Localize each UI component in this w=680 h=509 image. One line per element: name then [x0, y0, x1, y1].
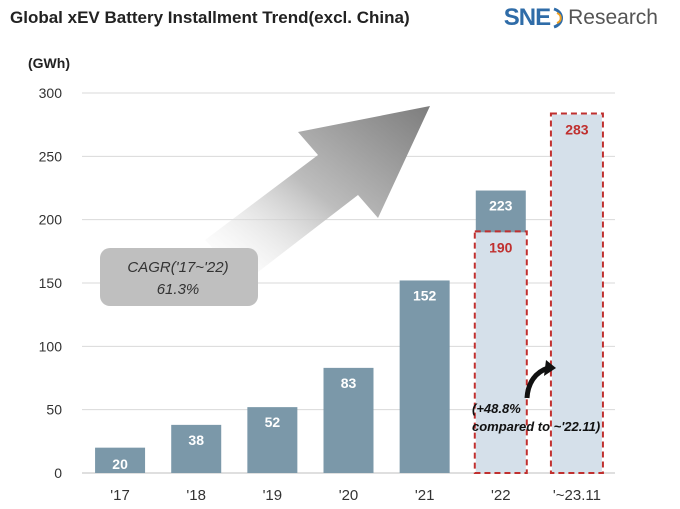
y-tick-label: 150: [39, 275, 63, 291]
bar: [247, 407, 298, 473]
sne-research-logo: SNE Research: [504, 4, 658, 32]
cagr-line-2: 61.3%: [157, 281, 200, 298]
y-tick-label: 300: [39, 85, 63, 101]
cagr-callout: CAGR('17~'22) 61.3%: [100, 248, 258, 306]
growth-note-line-2: compared to ~'22.11): [472, 419, 600, 434]
logo-suffix: Research: [568, 6, 658, 29]
bar-group: 38: [171, 424, 222, 473]
cagr-line-1: CAGR('17~'22): [127, 259, 228, 276]
logo-swirl-icon: [553, 7, 564, 29]
bar-group: 283: [549, 112, 604, 475]
highlight-value-label: 190: [489, 239, 513, 255]
bar-group: 152: [399, 280, 450, 473]
bars: 20 38 52 83 152 223 190 283: [95, 112, 604, 475]
bar-group: 83: [323, 367, 374, 473]
y-tick-label: 0: [54, 465, 62, 481]
bar: [95, 447, 146, 473]
bar-value-label: 20: [112, 456, 128, 472]
bar: [551, 114, 602, 474]
bar-group: 20: [95, 447, 146, 473]
x-tick-label: '17: [110, 487, 130, 504]
bar-value-label: 38: [188, 432, 204, 448]
highlight-value-label: 283: [565, 122, 589, 138]
x-tick-labels: '17 '18 '19 '20 '21 '22 '~23.11: [110, 487, 601, 504]
y-tick-label: 200: [39, 212, 63, 228]
bar-group: 223 190: [473, 190, 528, 474]
y-tick-label: 100: [39, 338, 63, 354]
bar: [475, 190, 526, 233]
x-tick-label: '~23.11: [553, 487, 601, 504]
highlight-box: [473, 230, 528, 474]
y-axis-label: (GWh): [28, 55, 70, 71]
trend-arrow-icon: [205, 106, 430, 282]
bar-value-label: 223: [489, 198, 513, 214]
curved-arrow-head-icon: [544, 360, 556, 376]
x-tick-label: '21: [415, 487, 435, 504]
bar-highlight-part: [475, 232, 526, 473]
x-tick-label: '19: [263, 487, 283, 504]
x-tick-label: '20: [339, 487, 359, 504]
bar: [323, 367, 374, 473]
bar-value-label: 83: [341, 375, 357, 391]
x-tick-label: '22: [491, 487, 511, 504]
bar-value-label: 152: [413, 287, 437, 303]
chart-title: Global xEV Battery Installment Trend(exc…: [10, 8, 410, 27]
y-tick-label: 50: [46, 402, 62, 418]
x-tick-label: '18: [186, 487, 206, 504]
y-tick-labels: 0 50 100 150 200 250 300: [39, 85, 63, 481]
bar-group: 52: [247, 407, 298, 473]
logo-brand: SNE: [503, 4, 551, 31]
highlight-box: [549, 112, 604, 475]
bar: [399, 280, 450, 473]
growth-note-line-1: (+48.8%: [472, 401, 521, 416]
y-tick-label: 250: [39, 148, 63, 164]
bar-value-label: 52: [265, 414, 281, 430]
bar: [171, 424, 222, 473]
